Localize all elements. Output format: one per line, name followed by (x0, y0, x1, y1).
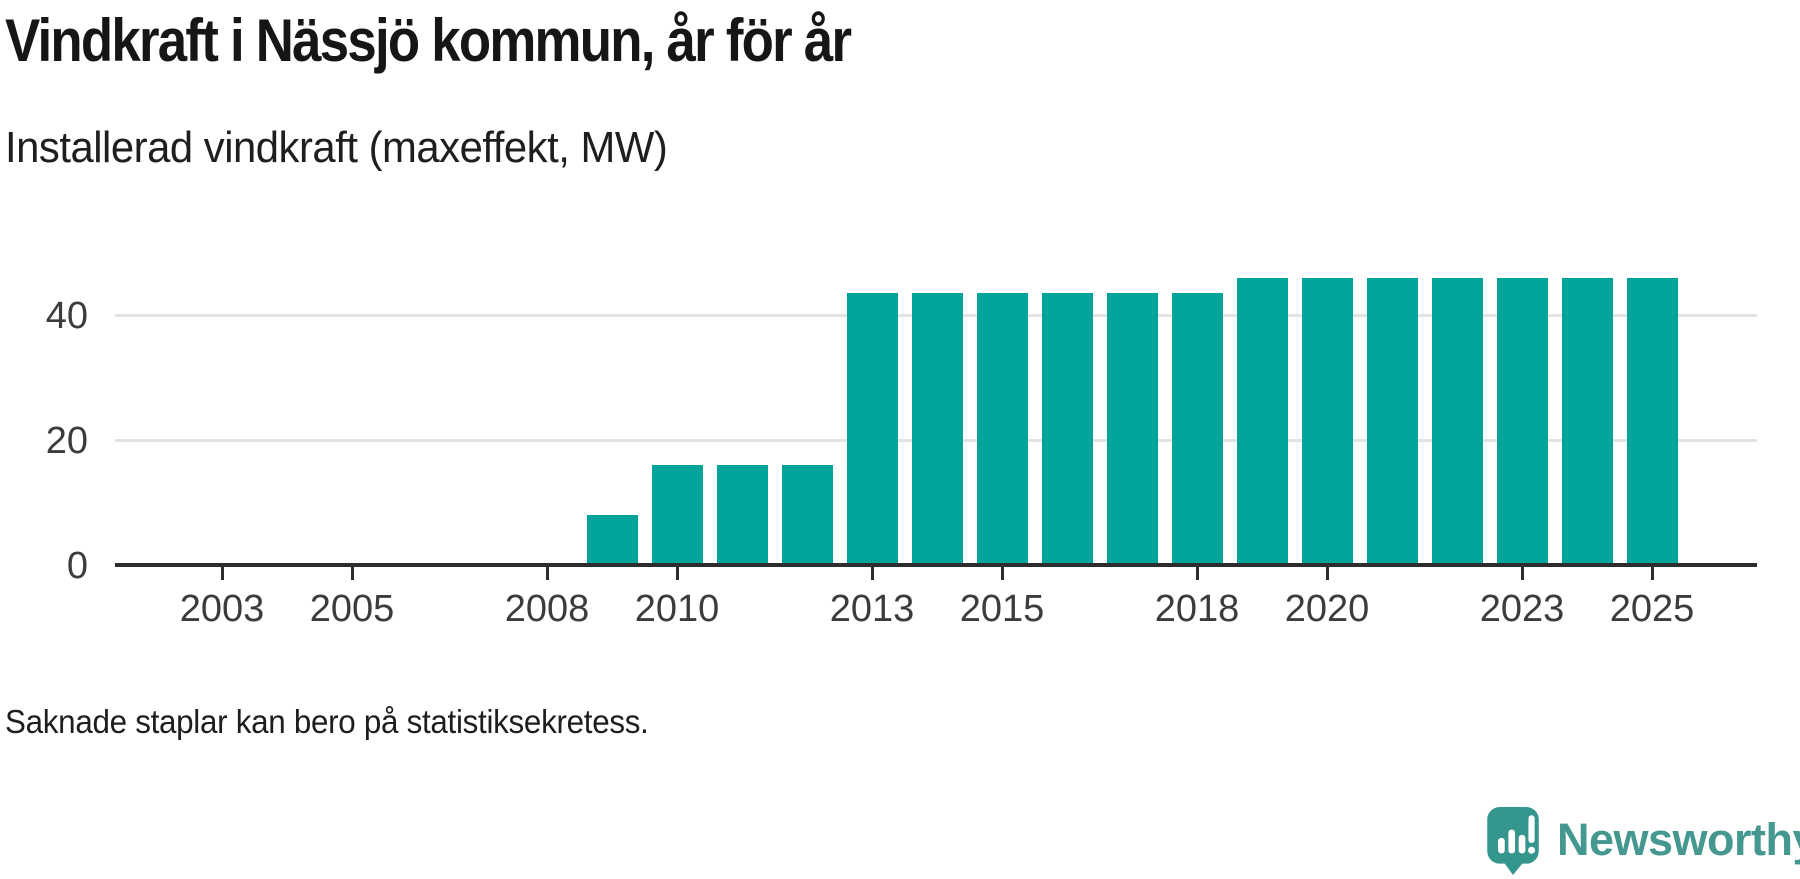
bar (716, 465, 768, 565)
bar (911, 293, 963, 565)
newsworthy-logo: Newsworthy (1487, 807, 1800, 875)
y-axis-tick-label: 20 (45, 420, 88, 462)
bar (976, 293, 1028, 565)
exclamation-dot (1528, 846, 1536, 854)
x-axis-tick-label: 2015 (959, 588, 1045, 630)
x-axis-tick-label: 2008 (504, 588, 590, 630)
bar (1171, 293, 1223, 565)
bar (1431, 277, 1483, 565)
x-axis-tick-label: 2020 (1284, 588, 1370, 630)
bar (651, 465, 703, 565)
bar (1236, 277, 1288, 565)
x-axis-tick-label: 2018 (1154, 588, 1240, 630)
bar (1366, 277, 1418, 565)
x-axis-tick-label: 2023 (1479, 588, 1565, 630)
bar (781, 465, 833, 565)
newsworthy-logo-text: Newsworthy (1557, 814, 1800, 865)
y-axis-tick-label: 40 (45, 295, 88, 337)
x-axis-tick-label: 2005 (309, 588, 395, 630)
x-axis-tick-label: 2025 (1609, 588, 1695, 630)
x-axis-tick (350, 567, 354, 580)
chart-subtitle: Installerad vindkraft (maxeffekt, MW) (5, 123, 668, 172)
x-axis-tick (1000, 567, 1004, 580)
x-axis-tick-label: 2003 (179, 588, 265, 630)
chart-title: Vindkraft i Nässjö kommun, år för år (5, 7, 852, 74)
mini-barchart-icon (1498, 815, 1536, 854)
bar (1626, 277, 1678, 565)
footnote: Saknade staplar kan bero på statistiksek… (5, 703, 649, 740)
newsworthy-bubble-icon (1487, 807, 1539, 875)
bar (1496, 277, 1548, 565)
bar (846, 293, 898, 565)
x-axis-tick-label: 2010 (634, 588, 720, 630)
x-axis-tick-label: 2013 (829, 588, 915, 630)
bar (1041, 293, 1093, 565)
x-axis-tick (1195, 567, 1199, 580)
x-axis-tick (1325, 567, 1329, 580)
bar (1301, 277, 1353, 565)
exclamation-bar (1528, 815, 1535, 844)
x-axis-tick (545, 567, 549, 580)
bar (586, 515, 638, 565)
bar (1561, 277, 1613, 565)
y-axis-tick-label: 0 (66, 545, 88, 587)
x-axis-tick (1650, 567, 1654, 580)
x-axis-tick (870, 567, 874, 580)
x-axis-tick (1520, 567, 1524, 580)
x-axis-tick (675, 567, 679, 580)
bar (1106, 293, 1158, 565)
x-axis-line (115, 563, 1757, 567)
x-axis-tick (220, 567, 224, 580)
